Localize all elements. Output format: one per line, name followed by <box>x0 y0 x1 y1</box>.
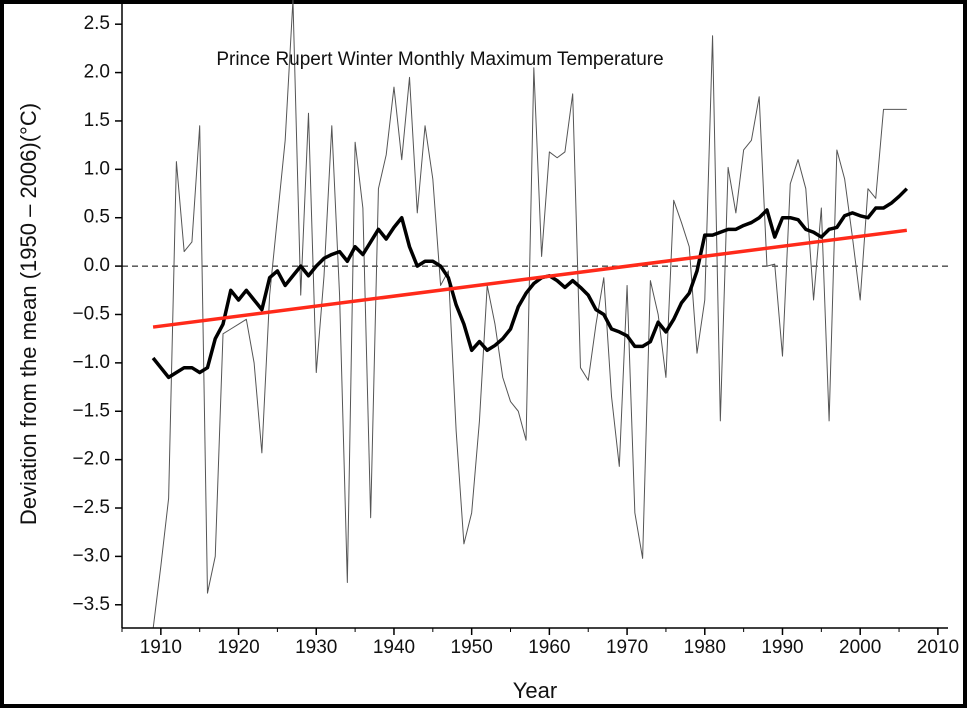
y-axis-label: Deviation from the mean (1950 – 2006)(°C… <box>16 103 41 525</box>
x-tick-label: 1960 <box>528 637 570 658</box>
chart-title: Prince Rupert Winter Monthly Maximum Tem… <box>216 49 663 70</box>
x-tick-label: 1940 <box>373 637 415 658</box>
x-tick-label: 1980 <box>684 637 726 658</box>
x-axis-label: Year <box>513 678 557 703</box>
y-tick-label: 2.0 <box>84 62 110 83</box>
x-tick-label: 1950 <box>451 637 493 658</box>
y-tick-label: −2.0 <box>72 449 110 470</box>
x-tick-label: 2010 <box>917 637 959 658</box>
y-tick-label: −3.0 <box>72 545 110 566</box>
x-tick-label: 1990 <box>761 637 803 658</box>
y-tick-label: 1.0 <box>84 158 110 179</box>
y-tick-label: 1.5 <box>84 110 110 131</box>
y-tick-label: −0.5 <box>72 303 110 324</box>
x-tick-label: 1920 <box>217 637 259 658</box>
x-tick-label: 1970 <box>606 637 648 658</box>
y-tick-label: −1.0 <box>72 352 110 373</box>
y-tick-label: −3.5 <box>72 594 110 615</box>
y-tick-label: 0.0 <box>84 255 110 276</box>
plot-area <box>122 0 948 628</box>
x-tick-label: 1930 <box>295 637 337 658</box>
y-tick-label: −2.5 <box>72 497 110 518</box>
x-tick-label: 1910 <box>140 637 182 658</box>
data-line <box>151 187 909 380</box>
data-line <box>152 228 908 329</box>
x-tick-label: 2000 <box>839 637 881 658</box>
y-tick-label: 0.5 <box>84 207 110 228</box>
y-tick-label: −1.5 <box>72 400 110 421</box>
y-tick-label: 2.5 <box>84 13 110 34</box>
data-line <box>152 0 907 628</box>
